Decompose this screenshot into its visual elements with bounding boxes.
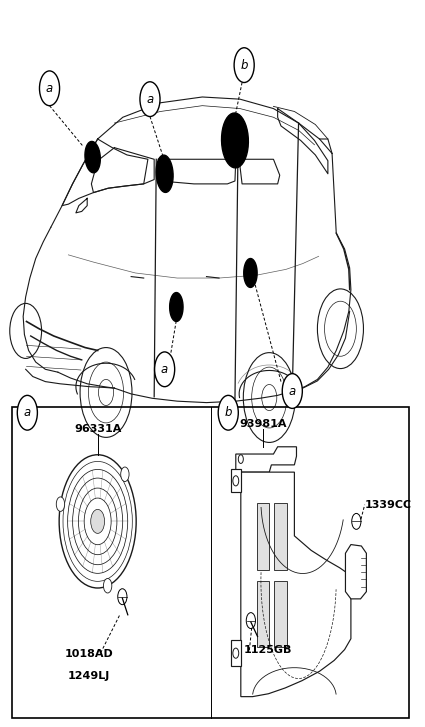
Circle shape <box>91 510 105 534</box>
Text: 1018AD: 1018AD <box>65 649 113 659</box>
Circle shape <box>234 48 254 82</box>
Circle shape <box>103 579 112 593</box>
Circle shape <box>56 497 65 511</box>
Circle shape <box>140 81 160 116</box>
Bar <box>257 581 269 648</box>
Polygon shape <box>170 292 183 321</box>
Polygon shape <box>241 472 351 696</box>
Polygon shape <box>221 113 248 168</box>
Polygon shape <box>85 142 100 173</box>
Polygon shape <box>236 447 297 472</box>
Text: a: a <box>24 406 31 419</box>
Polygon shape <box>156 155 173 193</box>
Bar <box>274 581 287 648</box>
Text: a: a <box>289 385 296 398</box>
Text: a: a <box>161 363 168 376</box>
Text: a: a <box>46 82 53 95</box>
Polygon shape <box>244 259 257 287</box>
Circle shape <box>40 71 60 105</box>
Text: b: b <box>224 406 232 419</box>
Circle shape <box>121 467 129 481</box>
Text: 1125GB: 1125GB <box>244 645 292 654</box>
Polygon shape <box>231 640 241 666</box>
Text: 96331A: 96331A <box>74 424 122 434</box>
Circle shape <box>155 352 175 387</box>
Circle shape <box>282 374 302 409</box>
Bar <box>12 407 410 718</box>
Circle shape <box>218 395 238 430</box>
Text: b: b <box>241 59 248 72</box>
Polygon shape <box>346 545 366 599</box>
Bar <box>257 503 269 570</box>
Text: 1249LJ: 1249LJ <box>68 671 110 680</box>
Text: 1339CC: 1339CC <box>365 499 412 510</box>
Polygon shape <box>231 468 241 492</box>
Circle shape <box>17 395 37 430</box>
Text: a: a <box>146 92 153 105</box>
Bar <box>274 503 287 570</box>
Text: 93981A: 93981A <box>239 419 287 429</box>
